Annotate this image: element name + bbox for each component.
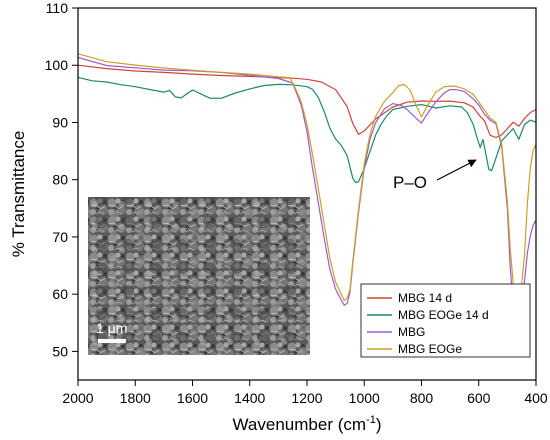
- po-annotation-arrow: [436, 159, 477, 181]
- legend-label: MBG EOGe 14 d: [398, 308, 489, 322]
- x-axis-title-close: ): [376, 415, 382, 434]
- x-tick-label: 600: [467, 390, 491, 406]
- y-tick-label: 100: [45, 57, 69, 73]
- legend-label: MBG 14 d: [398, 291, 452, 305]
- annotation-layer: P–O: [393, 159, 477, 192]
- x-tick-label: 800: [410, 390, 434, 406]
- y-tick-label: 110: [46, 0, 69, 16]
- sem-scale-label: 1 μm: [96, 320, 127, 336]
- x-axis-title-main: Wavenumber (cm: [233, 415, 367, 434]
- series-line-mbg-eoge: [78, 53, 536, 302]
- x-tick-label: 1400: [234, 390, 265, 406]
- legend: MBG 14 d MBG EOGe 14 d MBG MBG EOGe: [360, 283, 531, 358]
- legend-label: MBG EOGe: [398, 342, 462, 356]
- x-axis-title: Wavenumber (cm-1): [233, 414, 382, 434]
- x-tick-label: 1600: [177, 390, 208, 406]
- ticks-layer: 2000 1800 1600 1400 1200 1000 800 600 400 50 60 70 8…: [45, 0, 548, 406]
- x-tick-label: 1000: [349, 390, 380, 406]
- legend-label: MBG: [398, 325, 425, 339]
- y-tick-label: 50: [52, 343, 68, 359]
- series-line-mbg-eoge-14-d: [78, 76, 536, 184]
- x-tick-label: 2000: [62, 390, 93, 406]
- x-axis-title-sup: -1: [366, 414, 376, 426]
- sem-inset-image: 1 μm: [88, 197, 310, 355]
- x-tick-label: 1200: [291, 390, 322, 406]
- series-line-mbg-14-d: [78, 64, 536, 139]
- legend-box: [360, 283, 531, 358]
- x-tick-label: 400: [524, 390, 548, 406]
- x-tick-label: 1800: [120, 390, 151, 406]
- y-tick-label: 60: [52, 286, 68, 302]
- y-axis-title: % Transmittance: [9, 131, 28, 258]
- po-annotation-label: P–O: [393, 173, 427, 192]
- y-tick-label: 80: [52, 172, 68, 188]
- y-tick-label: 90: [52, 114, 68, 130]
- sem-scale-bar: [98, 339, 126, 343]
- y-tick-label: 70: [52, 229, 68, 245]
